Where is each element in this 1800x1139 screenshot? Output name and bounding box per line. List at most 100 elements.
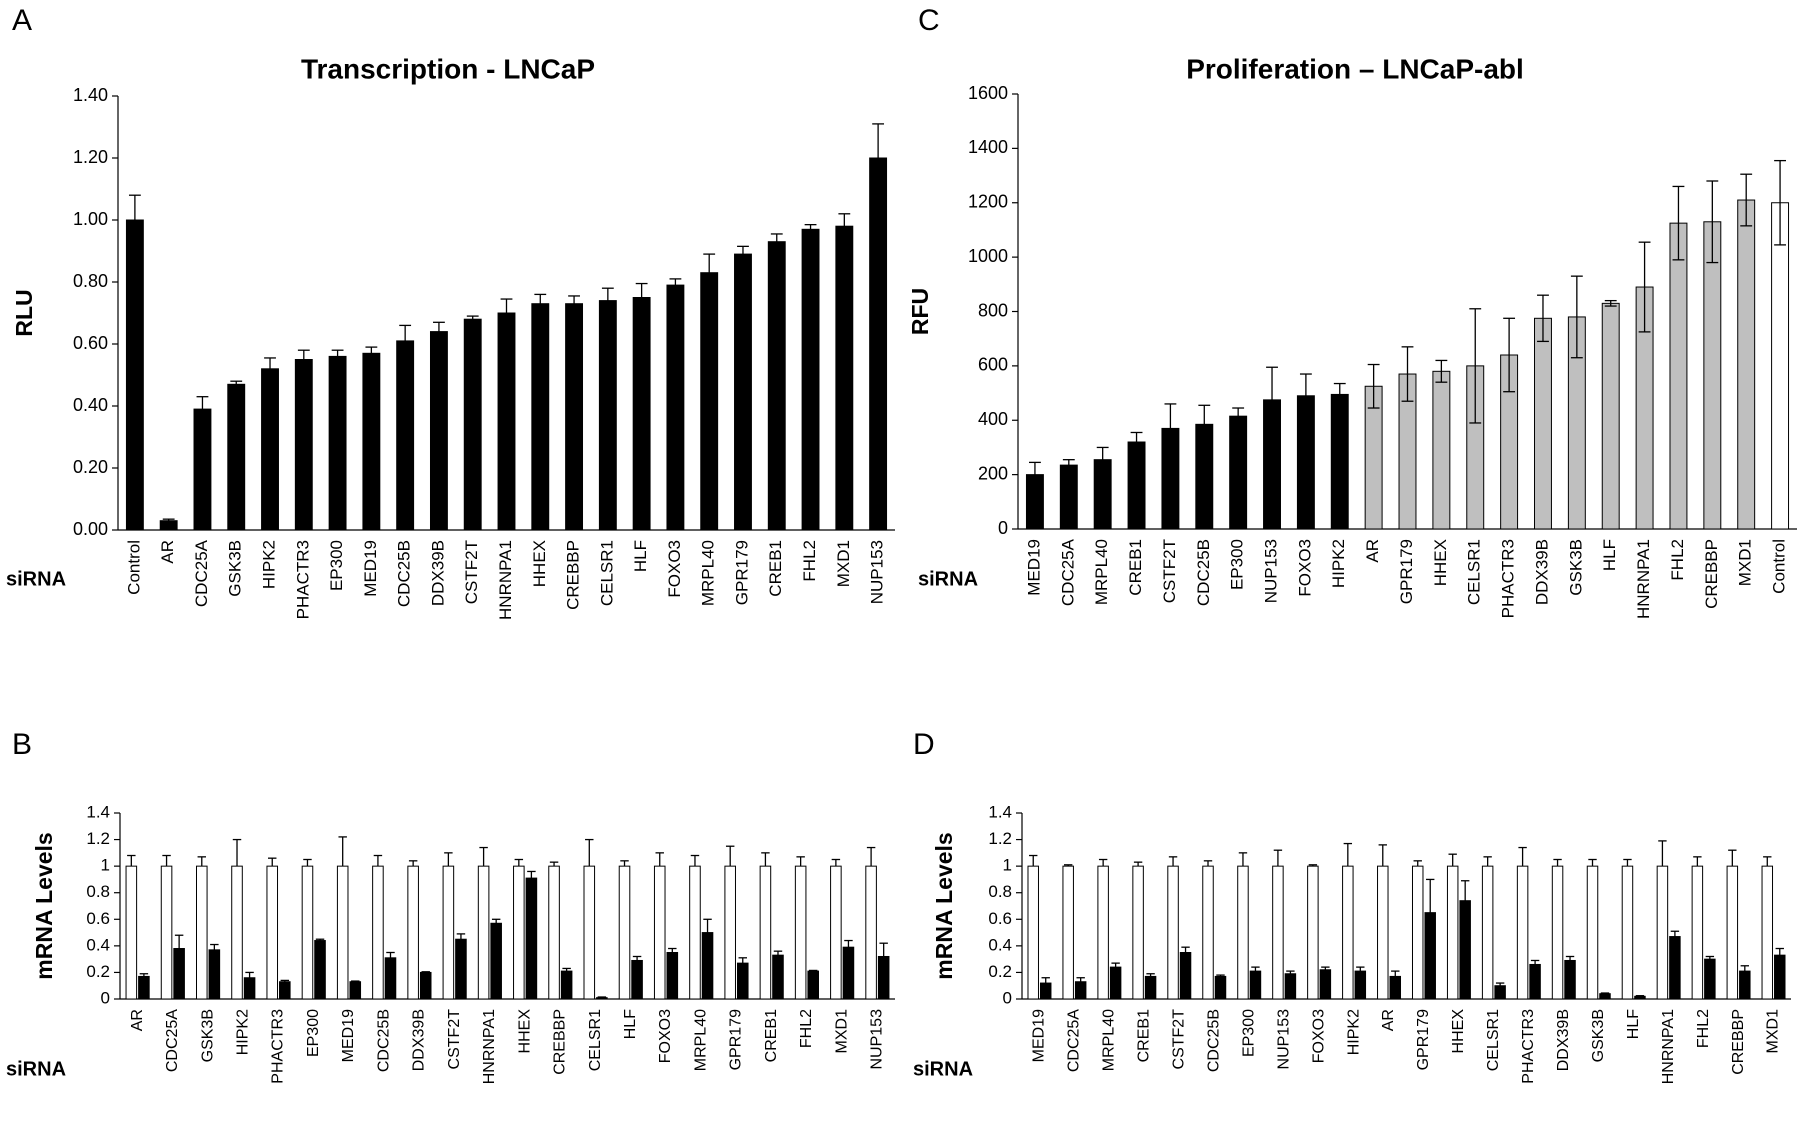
bar [1599, 993, 1611, 1000]
error-bar [297, 349, 310, 360]
x-tick-label: NUP153 [1262, 539, 1281, 603]
error-bar [1705, 955, 1715, 960]
x-tick-label: CSTF2T [1171, 1009, 1188, 1070]
y-tick-label: 1200 [968, 192, 1008, 212]
error-bar [174, 934, 184, 949]
x-tick-label: GPR179 [1397, 539, 1416, 604]
y-tick-label: 600 [978, 355, 1008, 375]
error-bar [1672, 185, 1685, 261]
panel-letter: D [913, 728, 935, 761]
x-tick-label: AR [158, 540, 177, 564]
x-tick-label: GPR179 [1415, 1009, 1432, 1070]
error-bar [668, 947, 677, 953]
bar [1656, 865, 1669, 1000]
bar [666, 952, 679, 1000]
bar [1601, 302, 1620, 530]
error-bar [1553, 858, 1562, 867]
error-bar [1570, 275, 1583, 359]
error-bar [844, 939, 853, 948]
x-tick-label: MRPL40 [1092, 539, 1111, 605]
bar [279, 981, 291, 1000]
bar [830, 865, 842, 1000]
error-bar [1232, 407, 1245, 425]
error-bar [479, 846, 488, 867]
error-bar [1537, 294, 1549, 343]
x-tick-label: MXD1 [1736, 539, 1755, 586]
y-tick-label: 0.4 [86, 935, 110, 954]
error-bar [1181, 946, 1190, 953]
bar [314, 940, 326, 1000]
y-tick-label: 0 [1003, 988, 1012, 1007]
error-bar [831, 858, 841, 867]
error-bar [1469, 308, 1482, 424]
error-bar [197, 856, 207, 867]
error-bar [303, 858, 312, 867]
y-tick-label: 0.4 [988, 935, 1012, 954]
error-bar [1600, 992, 1610, 994]
bar [429, 331, 448, 531]
error-bar [1041, 977, 1050, 984]
error-bar [1029, 854, 1038, 867]
error-bar [1273, 849, 1283, 867]
error-bar [872, 123, 885, 158]
x-tick-label: CDC25B [1205, 1009, 1222, 1072]
bar [1389, 975, 1402, 1000]
bar [842, 946, 855, 1000]
error-bar [1706, 180, 1719, 264]
x-tick-label: CREB1 [1136, 1009, 1153, 1062]
error-bar [527, 870, 536, 879]
y-tick-label: 0.8 [988, 882, 1012, 901]
error-bar [1623, 858, 1632, 867]
panel-letter: A [12, 4, 32, 37]
error-bar [1367, 363, 1380, 409]
bar [396, 340, 415, 531]
bar [1529, 963, 1541, 1000]
bar [835, 225, 854, 531]
error-bar [264, 357, 276, 369]
x-tick-label: AR [1380, 1009, 1397, 1031]
error-bar [568, 295, 580, 304]
x-tick-label: FHL2 [800, 540, 819, 582]
chart-title: Transcription - LNCaP [301, 53, 595, 84]
x-tick-label: CREB1 [766, 540, 785, 597]
bar [689, 865, 701, 1000]
error-bar [1096, 446, 1109, 473]
y-axis-label: RLU [11, 289, 37, 336]
bar [463, 318, 482, 531]
x-tick-label: CREBBP [564, 540, 583, 610]
x-tick-label: CDC25B [375, 1009, 392, 1072]
bar [1319, 969, 1332, 1000]
bar [801, 228, 820, 531]
error-bar [1670, 930, 1680, 937]
bar [1179, 952, 1192, 1000]
error-bar [1693, 856, 1702, 867]
bar [865, 865, 877, 1000]
y-tick-label: 800 [978, 300, 1008, 320]
error-bar [399, 324, 412, 341]
bar [1446, 865, 1459, 1000]
x-tick-label: FHL2 [1695, 1009, 1712, 1048]
bar [328, 355, 347, 531]
x-tick-label: FOXO3 [665, 540, 684, 598]
error-bar [1146, 973, 1155, 977]
bar [1494, 985, 1506, 1000]
y-tick-label: 1.40 [73, 85, 108, 105]
x-tick-label: CSTF2T [462, 540, 481, 604]
panel-letter: B [12, 728, 32, 761]
error-bar [1763, 856, 1772, 867]
error-bar [549, 861, 559, 867]
y-axis-label: mRNA Levels [31, 832, 57, 979]
y-tick-label: 1 [101, 856, 110, 875]
y-tick-label: 0.8 [86, 882, 110, 901]
y-tick-label: 400 [978, 409, 1008, 429]
error-bar [669, 278, 682, 286]
x-tick-label: FOXO3 [1295, 539, 1314, 597]
x-tick-label: EP300 [1240, 1009, 1257, 1057]
bar [1669, 936, 1681, 1000]
x-tick-label: GSK3B [1566, 539, 1585, 596]
error-bar [1238, 852, 1248, 867]
bar [700, 272, 719, 531]
error-bar [232, 838, 242, 867]
y-tick-label: 1400 [968, 137, 1008, 157]
